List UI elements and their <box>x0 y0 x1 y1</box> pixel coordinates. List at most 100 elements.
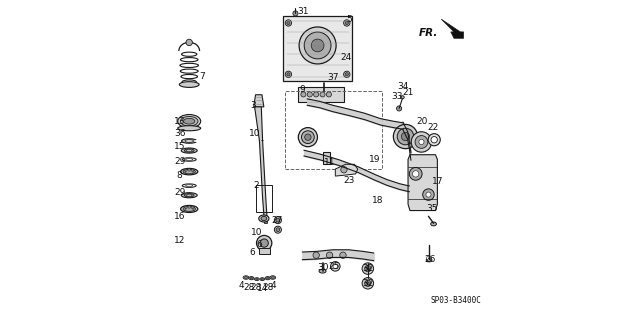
Text: 36: 36 <box>174 130 186 138</box>
Polygon shape <box>253 95 264 107</box>
Circle shape <box>257 235 272 251</box>
Circle shape <box>344 20 350 26</box>
Ellipse shape <box>266 277 269 279</box>
Bar <box>259 248 269 254</box>
Circle shape <box>415 136 428 148</box>
Text: 13: 13 <box>174 117 186 126</box>
Text: 4: 4 <box>239 281 244 290</box>
Text: 28: 28 <box>262 283 274 292</box>
Text: 37: 37 <box>328 73 339 82</box>
Text: 34: 34 <box>397 82 408 91</box>
Bar <box>255 185 272 212</box>
Text: 26: 26 <box>424 256 436 264</box>
Ellipse shape <box>428 134 440 146</box>
Text: 24: 24 <box>340 53 351 62</box>
Text: 28: 28 <box>250 283 262 292</box>
Ellipse shape <box>182 139 197 143</box>
Ellipse shape <box>183 206 195 211</box>
Ellipse shape <box>181 148 197 153</box>
Ellipse shape <box>276 218 280 222</box>
Circle shape <box>326 92 332 97</box>
Circle shape <box>330 262 340 271</box>
Polygon shape <box>441 19 463 38</box>
Text: 7: 7 <box>199 72 205 81</box>
Ellipse shape <box>319 269 326 273</box>
Circle shape <box>426 256 431 261</box>
Circle shape <box>188 206 191 208</box>
Text: 3: 3 <box>250 101 256 110</box>
Circle shape <box>367 267 369 270</box>
Ellipse shape <box>179 82 199 87</box>
Circle shape <box>422 189 434 200</box>
Circle shape <box>299 27 336 64</box>
Ellipse shape <box>186 194 192 196</box>
Polygon shape <box>408 155 437 211</box>
Circle shape <box>314 92 319 97</box>
Ellipse shape <box>184 118 195 124</box>
Text: 17: 17 <box>432 177 444 186</box>
Ellipse shape <box>265 277 270 280</box>
Text: 5: 5 <box>346 15 351 24</box>
Ellipse shape <box>255 278 258 280</box>
Circle shape <box>367 282 369 285</box>
Text: 12: 12 <box>174 236 186 245</box>
Text: 18: 18 <box>372 197 383 205</box>
Circle shape <box>186 39 193 46</box>
Text: 15: 15 <box>174 142 186 151</box>
Text: SP03-B3400C: SP03-B3400C <box>430 296 481 305</box>
Text: 11: 11 <box>324 158 335 167</box>
Circle shape <box>413 171 419 177</box>
Circle shape <box>193 208 195 210</box>
Circle shape <box>307 92 312 97</box>
Circle shape <box>301 92 306 97</box>
Ellipse shape <box>261 278 264 280</box>
Circle shape <box>313 252 319 258</box>
Ellipse shape <box>275 217 282 224</box>
Polygon shape <box>335 164 358 176</box>
Circle shape <box>311 39 324 52</box>
Circle shape <box>394 124 418 149</box>
Text: 14: 14 <box>257 284 268 293</box>
Circle shape <box>301 131 314 144</box>
Polygon shape <box>255 107 268 223</box>
Text: 19: 19 <box>369 155 380 164</box>
Circle shape <box>345 21 348 25</box>
Circle shape <box>326 252 333 258</box>
Ellipse shape <box>184 149 194 152</box>
Circle shape <box>344 71 350 78</box>
Text: 6: 6 <box>250 248 255 256</box>
Ellipse shape <box>178 126 201 131</box>
Text: 4: 4 <box>271 281 276 290</box>
Ellipse shape <box>401 96 404 99</box>
Circle shape <box>362 263 374 274</box>
Circle shape <box>426 192 431 197</box>
Text: 9: 9 <box>300 85 305 94</box>
Text: FR.: FR. <box>419 27 438 38</box>
Circle shape <box>419 139 424 145</box>
Circle shape <box>340 167 347 173</box>
Ellipse shape <box>255 278 259 281</box>
Text: 2: 2 <box>253 181 259 189</box>
Circle shape <box>320 92 325 97</box>
Circle shape <box>260 239 268 247</box>
Ellipse shape <box>186 150 192 152</box>
Text: 10: 10 <box>251 228 262 237</box>
Ellipse shape <box>431 137 437 143</box>
Circle shape <box>184 169 187 172</box>
Circle shape <box>287 73 290 76</box>
Circle shape <box>183 170 186 173</box>
Circle shape <box>362 278 374 289</box>
Ellipse shape <box>182 158 196 161</box>
Text: 8: 8 <box>177 171 182 180</box>
Text: 30: 30 <box>317 263 329 272</box>
Circle shape <box>397 106 402 111</box>
Text: 29: 29 <box>174 157 186 166</box>
Ellipse shape <box>186 159 193 160</box>
Ellipse shape <box>243 276 249 279</box>
Bar <box>285 91 382 169</box>
Text: 21: 21 <box>402 88 413 97</box>
Bar <box>323 152 330 164</box>
Circle shape <box>298 128 317 147</box>
Circle shape <box>285 20 292 26</box>
Circle shape <box>345 73 348 76</box>
